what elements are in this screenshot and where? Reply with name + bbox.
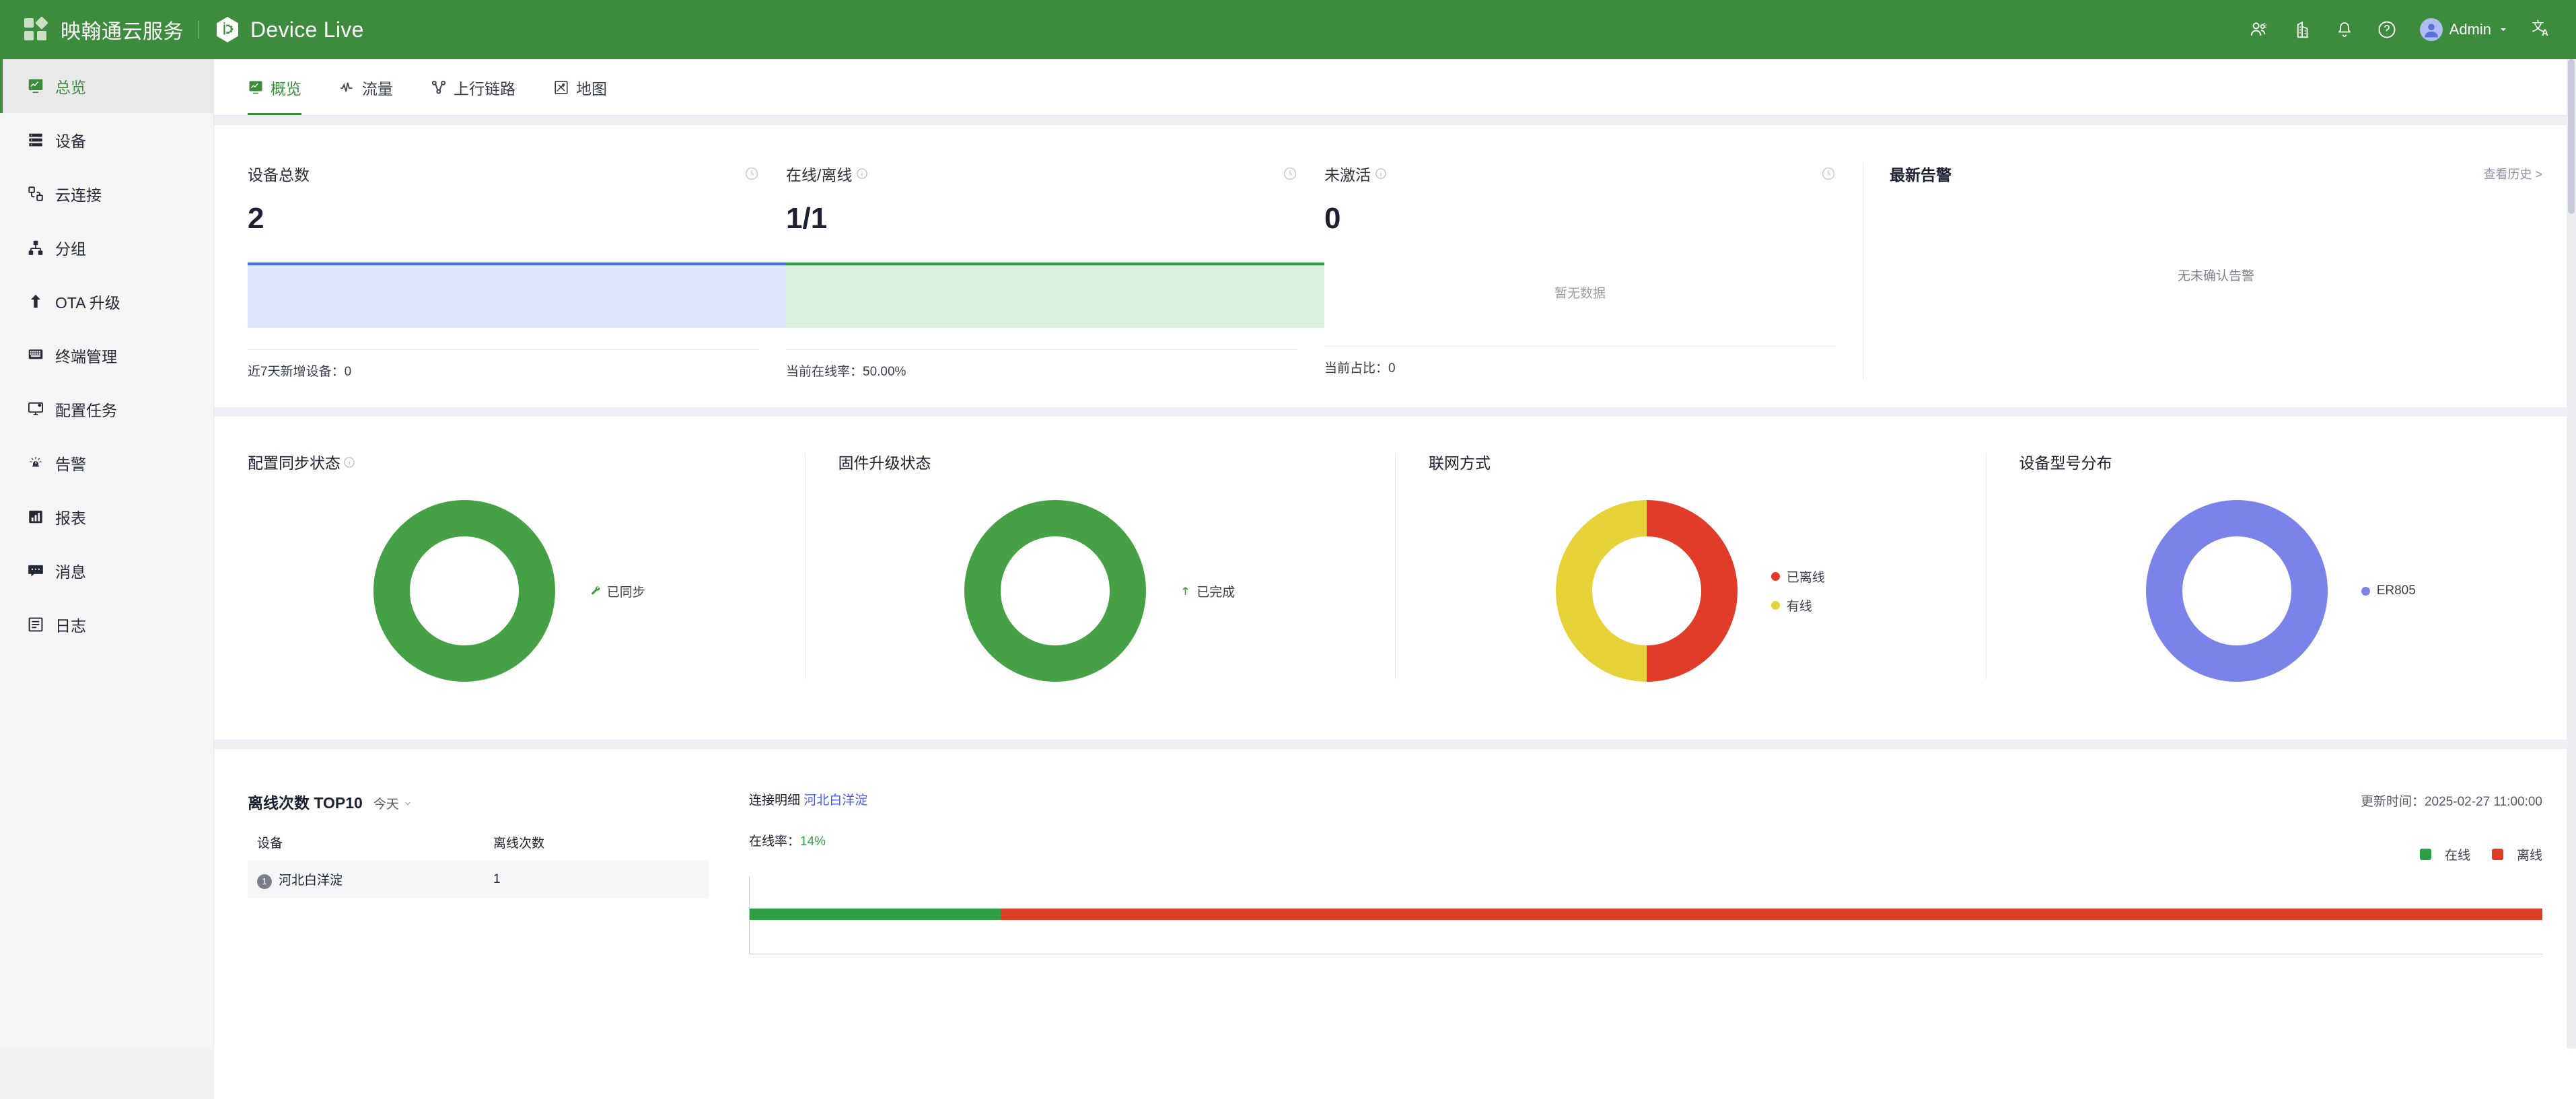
svg-text:A: A [2542, 28, 2548, 38]
